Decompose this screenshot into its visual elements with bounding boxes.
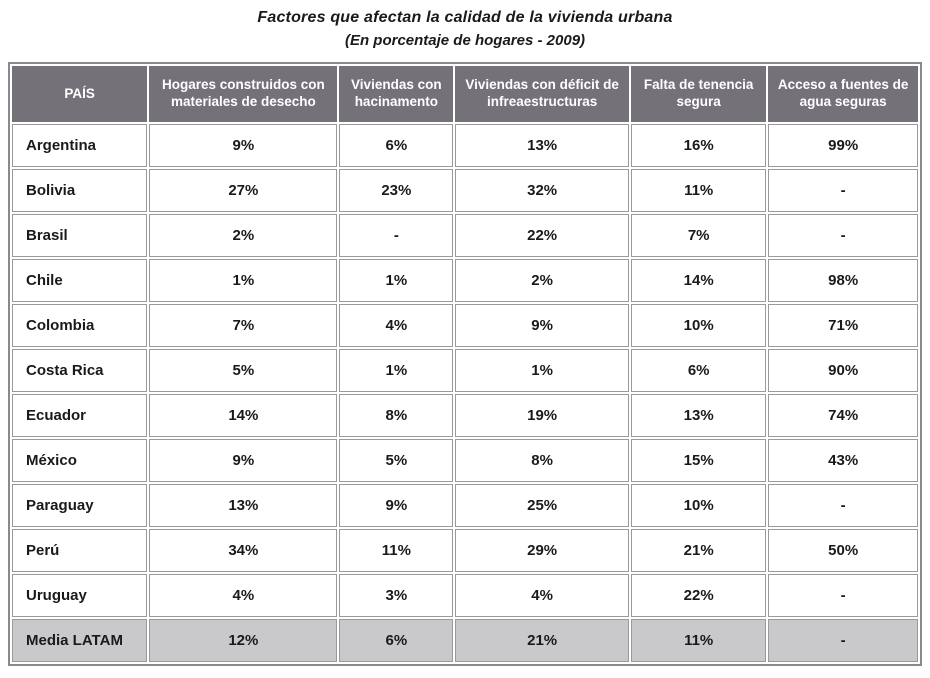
value-cell: 16% bbox=[631, 124, 767, 168]
country-cell: Bolivia bbox=[12, 169, 148, 213]
value-cell: 21% bbox=[631, 529, 767, 573]
table-row: Argentina 9% 6% 13% 16% 99% bbox=[12, 124, 918, 168]
column-header: PAÍS bbox=[12, 66, 148, 123]
value-cell: 1% bbox=[339, 259, 454, 303]
value-cell: 25% bbox=[455, 484, 630, 528]
value-cell: 6% bbox=[631, 349, 767, 393]
value-cell: 5% bbox=[339, 439, 454, 483]
table-container: PAÍS Hogares construidos con materiales d… bbox=[8, 62, 922, 667]
value-cell: 29% bbox=[455, 529, 630, 573]
value-cell: 4% bbox=[149, 574, 338, 618]
value-cell: 19% bbox=[455, 394, 630, 438]
value-cell: 5% bbox=[149, 349, 338, 393]
value-cell: 3% bbox=[339, 574, 454, 618]
value-cell: - bbox=[339, 214, 454, 258]
value-cell: 34% bbox=[149, 529, 338, 573]
value-cell: 32% bbox=[455, 169, 630, 213]
table-row: Ecuador 14% 8% 19% 13% 74% bbox=[12, 394, 918, 438]
table-row: Chile 1% 1% 2% 14% 98% bbox=[12, 259, 918, 303]
table-header: PAÍS Hogares construidos con materiales d… bbox=[12, 66, 918, 123]
value-cell: 11% bbox=[339, 529, 454, 573]
value-cell: 99% bbox=[768, 124, 918, 168]
country-cell: México bbox=[12, 439, 148, 483]
value-cell: 98% bbox=[768, 259, 918, 303]
value-cell: 22% bbox=[455, 214, 630, 258]
value-cell: 2% bbox=[455, 259, 630, 303]
table-body: Argentina 9% 6% 13% 16% 99% Bolivia 27% 23% 32% 11… bbox=[12, 124, 918, 663]
country-cell: Ecuador bbox=[12, 394, 148, 438]
table-row: Bolivia 27% 23% 32% 11% - bbox=[12, 169, 918, 213]
value-cell: 2% bbox=[149, 214, 338, 258]
value-cell: 12% bbox=[149, 619, 338, 663]
value-cell: 4% bbox=[339, 304, 454, 348]
country-cell: Argentina bbox=[12, 124, 148, 168]
value-cell: 74% bbox=[768, 394, 918, 438]
header-row: PAÍS Hogares construidos con materiales d… bbox=[12, 66, 918, 123]
value-cell: 10% bbox=[631, 484, 767, 528]
value-cell: 9% bbox=[455, 304, 630, 348]
value-cell: 11% bbox=[631, 619, 767, 663]
value-cell: 27% bbox=[149, 169, 338, 213]
value-cell: 7% bbox=[149, 304, 338, 348]
value-cell: 14% bbox=[149, 394, 338, 438]
value-cell: 13% bbox=[455, 124, 630, 168]
table-row: Costa Rica 5% 1% 1% 6% 90% bbox=[12, 349, 918, 393]
column-header: Hogares construidos con materiales de de… bbox=[149, 66, 338, 123]
value-cell: 50% bbox=[768, 529, 918, 573]
country-cell: Costa Rica bbox=[12, 349, 148, 393]
column-header: Viviendas con déficit de infreaestructur… bbox=[455, 66, 630, 123]
column-header: Acceso a fuentes de agua seguras bbox=[768, 66, 918, 123]
table-row: Perú 34% 11% 29% 21% 50% bbox=[12, 529, 918, 573]
country-cell: Chile bbox=[12, 259, 148, 303]
value-cell: 7% bbox=[631, 214, 767, 258]
value-cell: 23% bbox=[339, 169, 454, 213]
value-cell: 71% bbox=[768, 304, 918, 348]
value-cell: - bbox=[768, 214, 918, 258]
value-cell: 11% bbox=[631, 169, 767, 213]
value-cell: 13% bbox=[149, 484, 338, 528]
value-cell: 22% bbox=[631, 574, 767, 618]
table-title: Factores que afectan la calidad de la vi… bbox=[257, 9, 673, 26]
country-cell: Media LATAM bbox=[12, 619, 148, 663]
value-cell: 6% bbox=[339, 619, 454, 663]
column-header: Falta de tenencia segura bbox=[631, 66, 767, 123]
table-subtitle: (En porcentaje de hogares - 2009) bbox=[344, 31, 586, 49]
country-cell: Colombia bbox=[12, 304, 148, 348]
value-cell: 6% bbox=[339, 124, 454, 168]
value-cell: 8% bbox=[339, 394, 454, 438]
value-cell: 1% bbox=[339, 349, 454, 393]
table-row: Media LATAM 12% 6% 21% 11% - bbox=[12, 619, 918, 663]
value-cell: 10% bbox=[631, 304, 767, 348]
country-cell: Brasil bbox=[12, 214, 148, 258]
table-heading: Factores que afectan la calidad de la vi… bbox=[0, 8, 930, 50]
table-row: Paraguay 13% 9% 25% 10% - bbox=[12, 484, 918, 528]
table-row: Brasil 2% -22% 7% - bbox=[12, 214, 918, 258]
value-cell: 1% bbox=[455, 349, 630, 393]
table-row: Colombia 7% 4% 9% 10% 71% bbox=[12, 304, 918, 348]
value-cell: 8% bbox=[455, 439, 630, 483]
value-cell: - bbox=[768, 169, 918, 213]
value-cell: - bbox=[768, 574, 918, 618]
table-row: México 9% 5% 8% 15% 43% bbox=[12, 439, 918, 483]
value-cell: 1% bbox=[149, 259, 338, 303]
value-cell: 4% bbox=[455, 574, 630, 618]
value-cell: 9% bbox=[339, 484, 454, 528]
country-cell: Perú bbox=[12, 529, 148, 573]
value-cell: 15% bbox=[631, 439, 767, 483]
country-cell: Paraguay bbox=[12, 484, 148, 528]
column-header: Viviendas con hacinamento bbox=[339, 66, 454, 123]
table-row: Uruguay 4% 3% 4% 22% - bbox=[12, 574, 918, 618]
value-cell: - bbox=[768, 484, 918, 528]
housing-factors-table: PAÍS Hogares construidos con materiales d… bbox=[8, 62, 922, 667]
value-cell: 43% bbox=[768, 439, 918, 483]
value-cell: 13% bbox=[631, 394, 767, 438]
value-cell: 9% bbox=[149, 124, 338, 168]
value-cell: 21% bbox=[455, 619, 630, 663]
value-cell: 9% bbox=[149, 439, 338, 483]
value-cell: 14% bbox=[631, 259, 767, 303]
country-cell: Uruguay bbox=[12, 574, 148, 618]
value-cell: 90% bbox=[768, 349, 918, 393]
value-cell: - bbox=[768, 619, 918, 663]
